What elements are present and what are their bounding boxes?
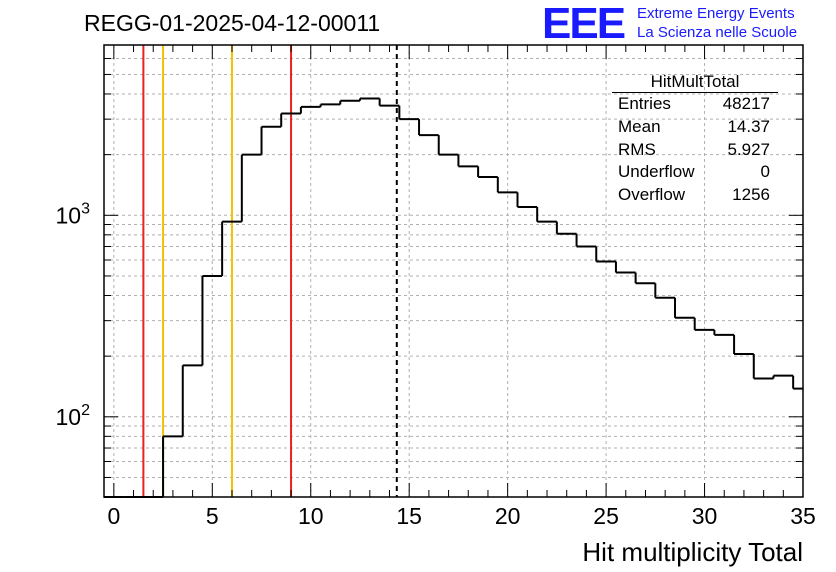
stats-row-entries: Entries 48217 (612, 93, 778, 116)
stats-value: 5.927 (727, 139, 770, 159)
x-tick-label: 5 (206, 503, 219, 529)
stats-value: 14.37 (727, 116, 770, 136)
logo-line-2: La Scienza nelle Scuole (637, 24, 798, 41)
stats-value: 48217 (722, 94, 770, 113)
histogram-steps (104, 97, 803, 498)
x-tick-label: 20 (495, 503, 521, 529)
x-tick-label: 15 (396, 503, 422, 529)
stats-box: HitMultTotal Entries 48217 Mean 14.37 RM… (612, 72, 778, 207)
eee-logo-mark: EEE (542, 0, 626, 48)
stats-row-rms: RMS 5.927 (612, 139, 778, 162)
x-tick-label: 25 (593, 503, 619, 529)
plot-area (104, 45, 803, 497)
plot-frame (103, 44, 804, 498)
stats-row-underflow: Underflow 0 (612, 161, 778, 184)
x-tick-label: 10 (298, 503, 324, 529)
stats-value: 1256 (732, 185, 770, 205)
x-tick-label: 35 (790, 503, 816, 529)
stats-row-mean: Mean 14.37 (612, 116, 778, 139)
stats-label: Underflow (618, 162, 695, 182)
y-tick-label: 102 (56, 402, 91, 430)
x-axis: 0 5 10 15 20 25 30 35 (107, 45, 816, 529)
stats-value: 0 (760, 162, 770, 182)
y-tick-label: 103 (56, 200, 91, 228)
chart-title: REGG-01-2025-04-12-00011 (84, 10, 381, 36)
stats-label: RMS (618, 139, 656, 159)
x-tick-label: 0 (107, 503, 120, 529)
stats-label: Mean (618, 116, 661, 136)
x-tick-label: 30 (692, 503, 718, 529)
stats-title: HitMultTotal (612, 72, 778, 93)
stats-label: Overflow (618, 185, 686, 205)
stats-row-overflow: Overflow 1256 (612, 184, 778, 207)
logo-line-1: Extreme Energy Events (637, 5, 795, 22)
x-axis-title: Hit multiplicity Total (582, 537, 803, 567)
marker-lines (142, 45, 398, 497)
y-axis: 102 103 (56, 44, 803, 498)
stats-label: Entries (618, 94, 671, 113)
